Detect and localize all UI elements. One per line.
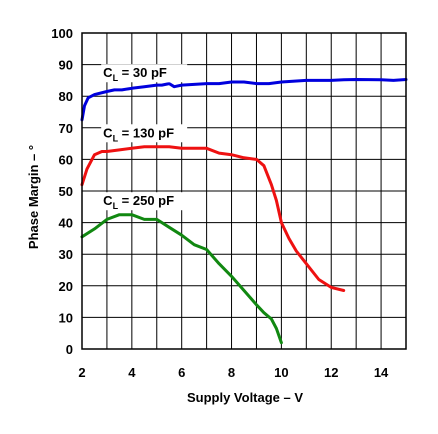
y-tick-label: 100 xyxy=(51,26,73,41)
plot-frame xyxy=(81,32,407,350)
y-tick-label: 60 xyxy=(59,152,73,167)
series-label: CL = 130 pF xyxy=(103,125,174,143)
y-tick-label: 50 xyxy=(59,184,73,199)
y-tick-label: 80 xyxy=(59,89,73,104)
y-tick-label: 0 xyxy=(66,342,73,357)
y-tick-label: 70 xyxy=(59,121,73,136)
y-tick-label: 10 xyxy=(59,310,73,325)
x-tick-label: 10 xyxy=(274,365,288,380)
y-tick-label: 20 xyxy=(59,279,73,294)
x-tick-label: 6 xyxy=(178,365,185,380)
series-labels: CL = 30 pF CL = 130 pF CL = 250 pF xyxy=(101,64,188,211)
x-tick-label: 14 xyxy=(374,365,389,380)
y-tick-label: 90 xyxy=(59,58,73,73)
series-lines xyxy=(80,78,408,345)
series-label-background xyxy=(101,124,188,143)
grid xyxy=(82,33,406,349)
series-line xyxy=(80,213,283,345)
y-tick-label: 40 xyxy=(59,216,73,231)
x-axis-label: Supply Voltage – V xyxy=(187,390,303,405)
series-line xyxy=(80,145,346,292)
x-tick-label: 4 xyxy=(128,365,136,380)
y-tick-label: 30 xyxy=(59,247,73,262)
y-tick-labels: 0 10 20 30 40 50 60 70 80 90 100 xyxy=(51,26,73,357)
series-label: CL = 250 pF xyxy=(103,193,174,211)
series-label: CL = 30 pF xyxy=(103,65,167,83)
x-tick-label: 2 xyxy=(78,365,85,380)
series-line xyxy=(80,78,408,122)
series-label-background xyxy=(101,192,188,211)
series-label-background xyxy=(101,64,188,83)
x-tick-labels: 2 4 6 8 10 12 14 xyxy=(78,365,389,380)
y-axis-label: Phase Margin – ° xyxy=(26,145,41,249)
x-tick-label: 12 xyxy=(324,365,338,380)
x-tick-label: 8 xyxy=(228,365,235,380)
